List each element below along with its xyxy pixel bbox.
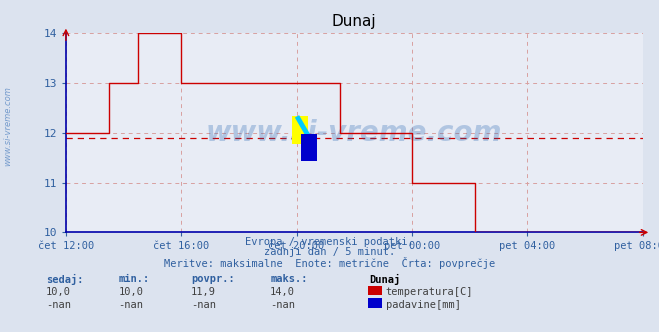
Text: zadnji dan / 5 minut.: zadnji dan / 5 minut.	[264, 247, 395, 257]
Text: -nan: -nan	[191, 300, 216, 310]
Text: -nan: -nan	[270, 300, 295, 310]
Text: 10,0: 10,0	[46, 287, 71, 297]
Text: sedaj:: sedaj:	[46, 274, 84, 285]
Bar	[301, 134, 317, 161]
Text: -nan: -nan	[119, 300, 144, 310]
Text: 14,0: 14,0	[270, 287, 295, 297]
Text: temperatura[C]: temperatura[C]	[386, 287, 473, 297]
Text: www.si-vreme.com: www.si-vreme.com	[206, 119, 502, 147]
Text: www.si-vreme.com: www.si-vreme.com	[3, 86, 13, 166]
Text: povpr.:: povpr.:	[191, 274, 235, 284]
Text: Evropa / vremenski podatki,: Evropa / vremenski podatki,	[245, 237, 414, 247]
Text: padavine[mm]: padavine[mm]	[386, 300, 461, 310]
Title: Dunaj: Dunaj	[332, 14, 376, 29]
Bar	[292, 116, 308, 144]
Text: -nan: -nan	[46, 300, 71, 310]
Text: 10,0: 10,0	[119, 287, 144, 297]
Text: Meritve: maksimalne  Enote: metrične  Črta: povprečje: Meritve: maksimalne Enote: metrične Črta…	[164, 257, 495, 269]
Text: maks.:: maks.:	[270, 274, 308, 284]
Text: Dunaj: Dunaj	[369, 274, 400, 285]
Text: min.:: min.:	[119, 274, 150, 284]
Text: 11,9: 11,9	[191, 287, 216, 297]
